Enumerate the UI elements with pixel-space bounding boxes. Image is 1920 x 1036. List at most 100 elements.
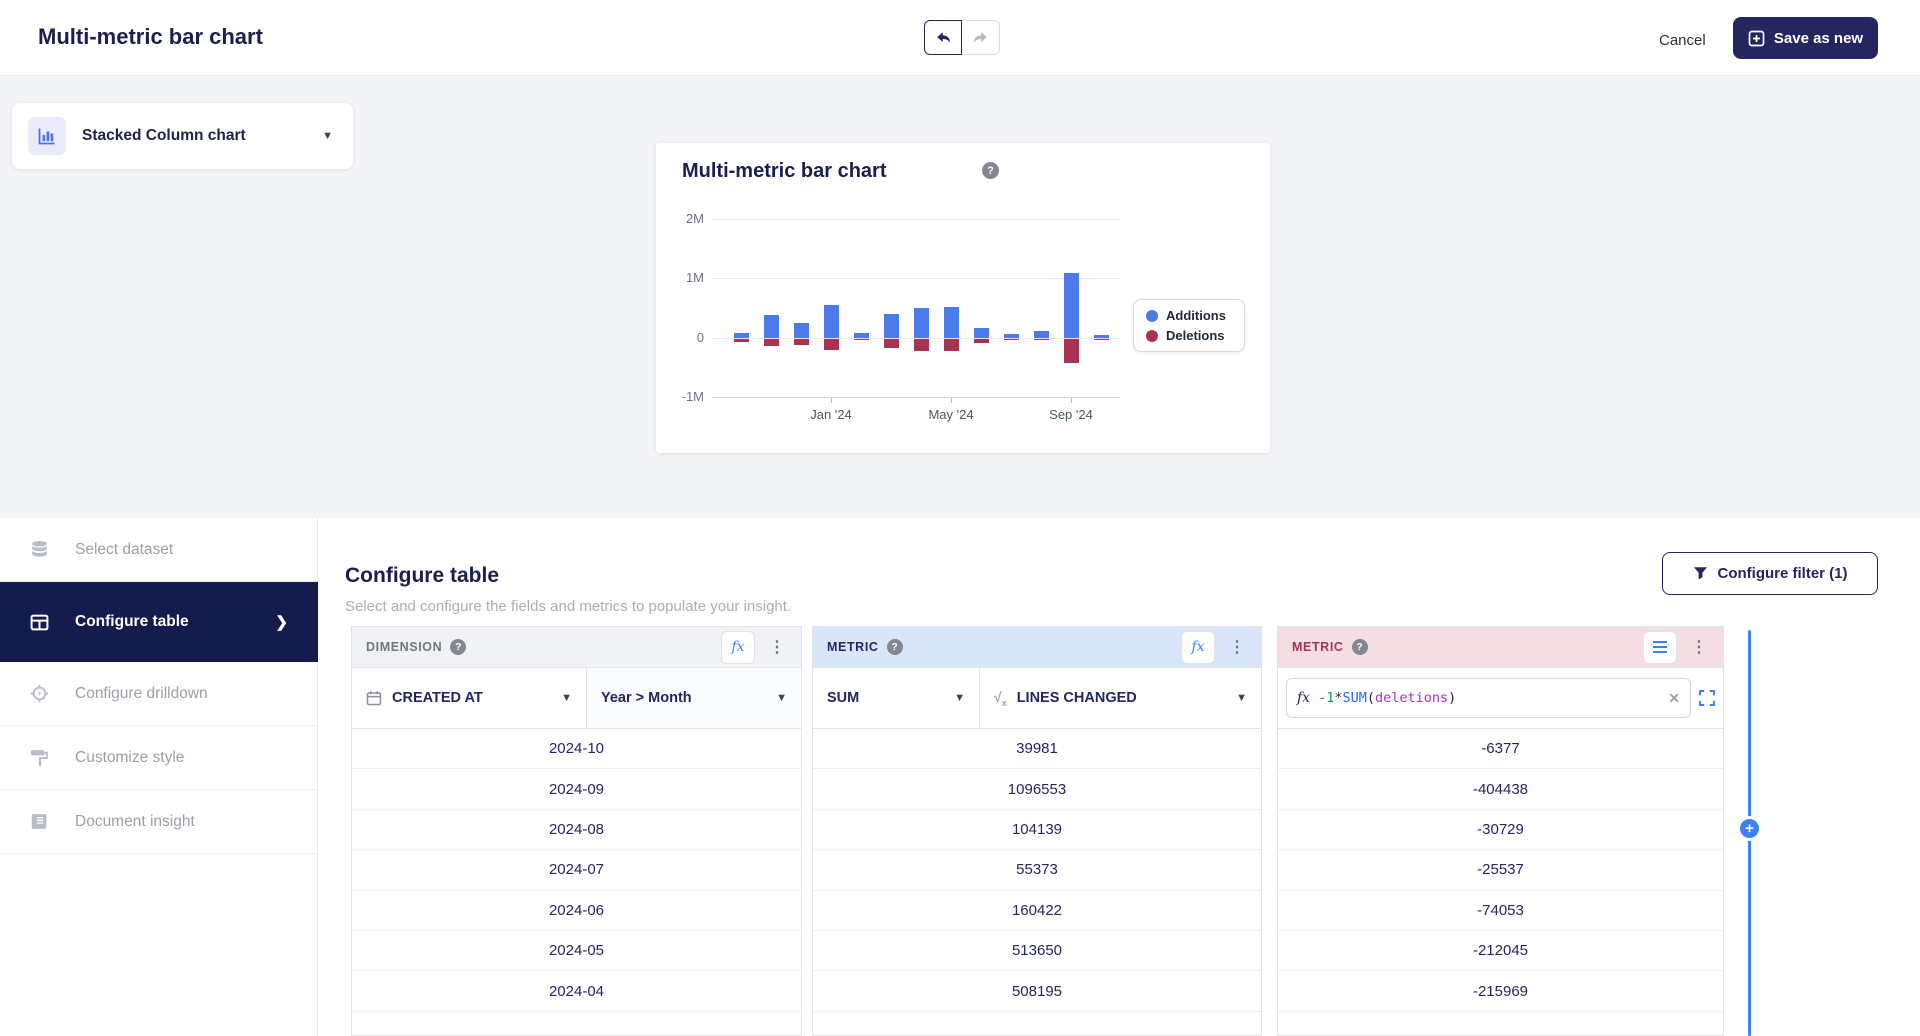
formula-fx-button[interactable]: fx [721, 630, 755, 664]
clear-formula-icon[interactable]: ✕ [1668, 689, 1680, 706]
cancel-button[interactable]: Cancel [1659, 32, 1706, 49]
help-icon[interactable]: ? [982, 162, 999, 179]
bar-deletions-2024-01 [823, 338, 839, 350]
legend-label: Additions [1166, 308, 1226, 323]
table-cell-metric1: 160422 [813, 891, 1261, 931]
gridline [712, 219, 1120, 220]
kebab-menu-icon[interactable]: ⋮ [769, 639, 785, 656]
table-cell-metric2: -212045 [1278, 931, 1723, 972]
bar-additions-2024-02 [853, 332, 869, 338]
legend-item-additions[interactable]: Additions [1146, 308, 1232, 323]
sidebar-item-customize-style[interactable]: Customize style [0, 726, 318, 790]
x-axis-line [712, 397, 1120, 398]
legend-item-deletions[interactable]: Deletions [1146, 328, 1232, 343]
chevron-down-icon: ▼ [954, 691, 965, 704]
bar-deletions-2023-12 [793, 338, 809, 345]
kebab-menu-icon[interactable]: ⋮ [1229, 639, 1245, 656]
calendar-icon [366, 690, 382, 706]
table-cell-metric1: 39981 [813, 729, 1261, 770]
table-cell-metric2: -74053 [1278, 891, 1723, 931]
chevron-right-icon: ❯ [275, 614, 288, 631]
dimension-field-select[interactable]: CREATED AT ▼ [352, 668, 586, 728]
expand-formula-icon[interactable] [1699, 690, 1715, 706]
table-cell-metric1: 513650 [813, 931, 1261, 972]
metric2-header-label: METRIC [1292, 640, 1344, 654]
chart-title: Multi-metric bar chart [682, 160, 887, 182]
table-cell-metric2: -6377 [1278, 729, 1723, 770]
add-column-button[interactable]: + [1737, 816, 1762, 841]
configure-table-title: Configure table [345, 564, 500, 587]
configure-table-subtitle: Select and configure the fields and metr… [345, 598, 792, 615]
configure-filter-button[interactable]: Configure filter (1) [1662, 552, 1878, 595]
filter-icon [1693, 566, 1708, 581]
chart-preview-region: Stacked Column chart ▼ Multi-metric bar … [0, 76, 1920, 518]
chevron-down-icon: ▼ [776, 691, 787, 704]
bar-deletions-2023-10 [733, 338, 749, 342]
undo-button[interactable] [924, 20, 962, 55]
formula-fx-button[interactable]: fx [1181, 630, 1215, 664]
sidebar-item-label: Configure drilldown [75, 684, 208, 702]
table-cell-metric2: -30729 [1278, 810, 1723, 851]
sidebar-item-document-insight[interactable]: Document insight [0, 790, 318, 854]
chevron-down-icon: ▼ [561, 691, 572, 704]
bar-deletions-2024-06 [973, 338, 989, 344]
bar-chart-icon [28, 117, 66, 155]
help-icon[interactable]: ? [450, 639, 467, 655]
metric1-field-select[interactable]: √x LINES CHANGED ▼ [979, 668, 1261, 728]
page-title: Multi-metric bar chart [38, 24, 263, 49]
kebab-menu-icon[interactable]: ⋮ [1691, 639, 1707, 656]
metric1-aggregation-select[interactable]: SUM ▼ [813, 668, 979, 728]
undo-icon [935, 29, 952, 46]
y-axis-label: 1M [685, 270, 704, 286]
formula-text: -1*SUM(deletions) [1318, 690, 1457, 706]
metric2-formula-row: fx -1*SUM(deletions) ✕ [1278, 668, 1723, 729]
dimension-column: DIMENSION ? fx ⋮ CREATED AT ▼ Year > Mon… [351, 626, 802, 1036]
bar-additions-2024-08 [1033, 331, 1049, 338]
save-as-new-button[interactable]: Save as new [1733, 17, 1878, 59]
x-axis-tick [831, 398, 832, 403]
chart-type-selector[interactable]: Stacked Column chart ▼ [12, 103, 353, 169]
table-cell-month: 2024-06 [352, 891, 801, 931]
hamburger-menu-button[interactable] [1643, 630, 1677, 664]
undo-redo-group [924, 20, 1000, 55]
dimension-field-label: CREATED AT [392, 690, 483, 706]
database-icon [30, 540, 49, 559]
save-as-new-label: Save as new [1773, 29, 1864, 47]
formula-input[interactable]: fx -1*SUM(deletions) ✕ [1286, 678, 1691, 718]
dimension-level-select[interactable]: Year > Month ▼ [586, 668, 801, 728]
y-axis-label: 0 [696, 329, 704, 345]
bar-additions-2023-12 [793, 322, 809, 338]
table-cell-metric2: -404438 [1278, 769, 1723, 810]
bar-additions-2023-10 [733, 332, 749, 338]
table-cell-month: 2024-05 [352, 931, 801, 972]
bar-deletions-2023-11 [763, 338, 779, 346]
help-icon[interactable]: ? [886, 639, 903, 655]
bar-additions-2024-05 [943, 307, 959, 338]
redo-button[interactable] [962, 20, 1000, 55]
document-icon [30, 812, 49, 831]
bar-deletions-2024-02 [853, 338, 869, 340]
bar-deletions-2024-03 [883, 338, 899, 349]
table-icon [30, 613, 49, 632]
drilldown-icon [30, 684, 49, 703]
sidebar-item-configure-drilldown[interactable]: Configure drilldown [0, 662, 318, 726]
sidebar-item-configure-table[interactable]: Configure table ❯ [0, 582, 318, 662]
bar-additions-2023-11 [763, 315, 779, 338]
sidebar: Select dataset Configure table ❯ Configure … [0, 518, 318, 1036]
x-axis-tick [1071, 398, 1072, 403]
chart-card: Multi-metric bar chart ? 2M 1M 0 -1M Jan '24… [656, 143, 1270, 453]
x-axis-label: Jan '24 [810, 407, 852, 422]
help-icon[interactable]: ? [1351, 639, 1368, 655]
bar-additions-2024-04 [913, 307, 929, 338]
bar-additions-2024-10 [1093, 335, 1109, 338]
sidebar-item-label: Customize style [75, 748, 185, 766]
bar-deletions-2024-10 [1093, 338, 1109, 340]
dimension-level-label: Year > Month [601, 690, 692, 706]
chevron-down-icon: ▼ [322, 129, 333, 142]
chart-type-label: Stacked Column chart [82, 127, 246, 144]
bar-deletions-2024-04 [913, 338, 929, 352]
chevron-down-icon: ▼ [1236, 691, 1247, 704]
sidebar-item-select-dataset[interactable]: Select dataset [0, 518, 318, 582]
bar-deletions-2024-05 [943, 338, 959, 352]
metric1-aggregation-label: SUM [827, 690, 860, 706]
